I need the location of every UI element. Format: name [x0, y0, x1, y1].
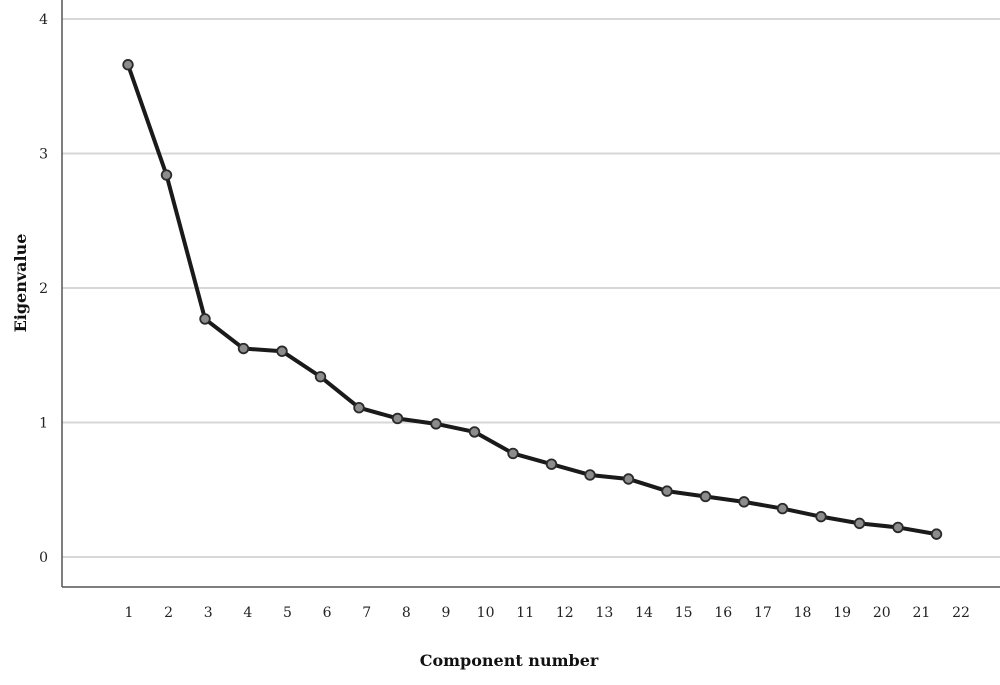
x-tick-label: 18 [794, 605, 812, 621]
data-point-21 [892, 521, 904, 534]
x-tick-label: 16 [714, 605, 732, 621]
x-tick-label: 5 [283, 605, 292, 621]
data-point-14 [622, 473, 635, 485]
y-tick-label: 2 [39, 281, 48, 297]
data-point-4 [237, 342, 250, 355]
x-tick-label: 22 [952, 605, 970, 621]
x-tick-label: 17 [754, 605, 772, 621]
x-tick-label: 1 [125, 605, 134, 621]
x-axis-title: Component number [420, 651, 599, 670]
x-tick-label: 7 [362, 605, 371, 621]
x-tick-label: 10 [477, 605, 495, 621]
data-point-6 [314, 371, 327, 383]
axes [61, 0, 1000, 588]
y-tick-label: 3 [39, 147, 48, 163]
data-point-19 [815, 510, 827, 523]
y-tick-label: 0 [39, 550, 48, 566]
x-tick-label: 12 [556, 605, 574, 621]
x-tick-label: 21 [912, 605, 930, 621]
data-point-12 [545, 458, 558, 470]
data-point-5 [276, 345, 288, 357]
x-tick-label: 4 [243, 605, 252, 621]
grid-lines [62, 18, 1000, 558]
data-point-2 [160, 169, 173, 181]
data-point-15 [661, 485, 673, 497]
data-point-8 [391, 412, 404, 425]
data-points [122, 59, 943, 540]
data-point-17 [738, 496, 750, 508]
x-tick-label: 11 [516, 605, 534, 621]
x-tick-labels: 1 2 3 4 5 6 7 8 9 10 11 12 13 14 15 16 17 18 19 20 21 22 [125, 605, 970, 621]
y-tick-labels: 0 1 2 3 4 [39, 12, 48, 566]
x-tick-label: 13 [596, 605, 614, 621]
y-tick-label: 4 [39, 12, 48, 28]
x-tick-label: 9 [441, 605, 450, 621]
x-tick-label: 8 [402, 605, 411, 621]
series-polyline [126, 62, 939, 537]
x-tick-label: 6 [323, 605, 332, 621]
data-point-13 [584, 469, 596, 481]
x-tick-label: 2 [164, 605, 173, 621]
data-point-10 [468, 426, 481, 438]
data-point-22 [930, 528, 943, 540]
x-tick-label: 14 [635, 605, 653, 621]
series-line [126, 62, 939, 537]
data-point-1 [122, 59, 134, 71]
y-axis-title: Eigenvalue [11, 234, 30, 333]
data-point-11 [507, 447, 519, 460]
x-tick-label: 3 [204, 605, 213, 621]
data-point-3 [199, 313, 211, 325]
y-tick-label: 1 [39, 416, 48, 432]
data-point-18 [776, 502, 789, 515]
data-point-16 [699, 490, 712, 503]
data-point-20 [853, 517, 866, 530]
data-point-9 [430, 418, 442, 430]
x-tick-label: 19 [833, 605, 851, 621]
x-tick-label: 15 [675, 605, 693, 621]
data-point-7 [353, 402, 365, 414]
x-tick-label: 20 [873, 605, 891, 621]
